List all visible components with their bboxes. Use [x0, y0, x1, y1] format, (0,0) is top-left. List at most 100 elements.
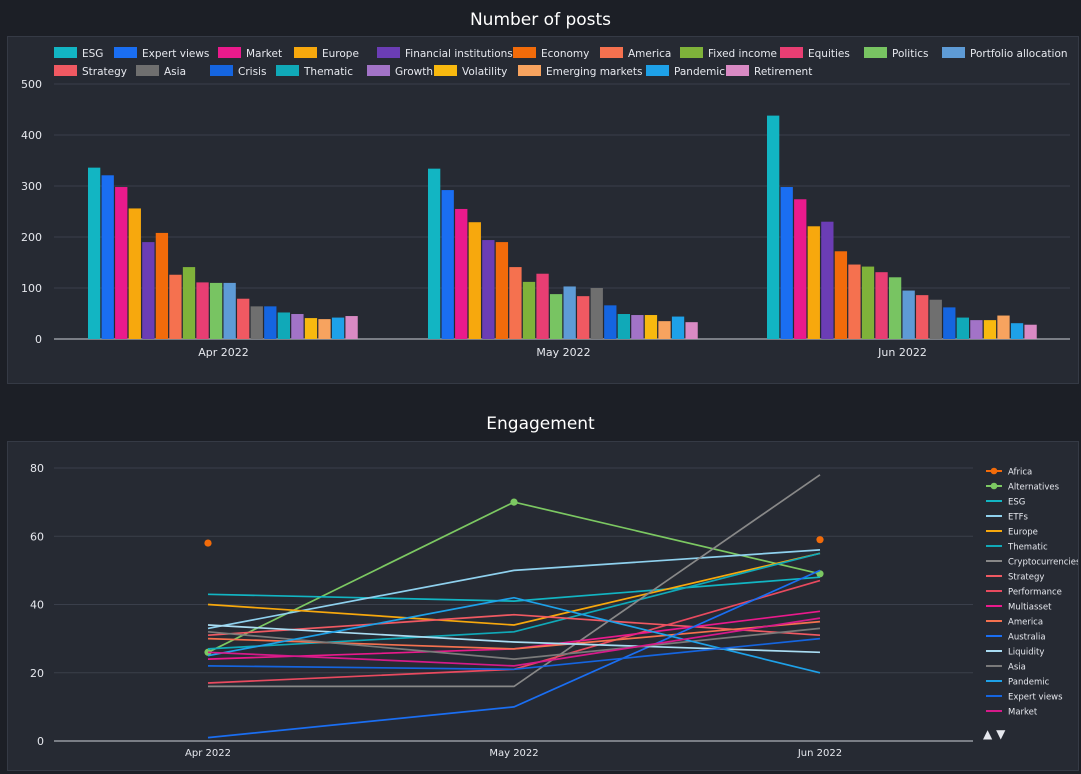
- legend-label: Africa: [1008, 468, 1032, 478]
- bar: [916, 295, 929, 339]
- legend-label: America: [1008, 618, 1043, 628]
- legend-label: Europe: [322, 48, 359, 60]
- bar: [182, 267, 196, 339]
- posts-chart-title: Number of posts: [469, 10, 612, 30]
- series-line: [207, 549, 821, 630]
- bar: [536, 273, 549, 339]
- bar: [617, 314, 630, 339]
- y-tick-label: 40: [30, 599, 44, 612]
- legend-label: Asia: [1008, 663, 1026, 673]
- bar: [264, 306, 277, 339]
- series-point: [204, 648, 212, 656]
- bar: [685, 322, 698, 339]
- bar: [318, 319, 331, 339]
- series-point: [816, 536, 824, 544]
- y-tick-label: 500: [21, 78, 42, 91]
- legend-label: Expert views: [1008, 693, 1063, 703]
- series-line: [207, 620, 821, 650]
- bar: [834, 251, 848, 339]
- bar: [929, 299, 942, 339]
- bar: [482, 240, 495, 339]
- posts-chart-panel: 0 100 200 300 400 500 ESG Expert views Market Eur…: [7, 36, 1079, 384]
- bar: [277, 312, 290, 339]
- legend-label: Financial institutions: [405, 48, 513, 60]
- bar: [821, 221, 834, 339]
- legend-swatch: [864, 47, 887, 58]
- series-line: [207, 637, 821, 671]
- legend-swatch: [518, 65, 541, 76]
- bar: [807, 226, 820, 339]
- bar: [902, 290, 915, 339]
- legend-swatch: [114, 47, 137, 58]
- legend-label: Thematic: [303, 66, 353, 78]
- legend-label: Cryptocurrencies: [1008, 558, 1078, 568]
- legend-label: Thematic: [1007, 543, 1048, 553]
- legend-label: Alternatives: [1008, 483, 1060, 493]
- bar: [848, 264, 861, 339]
- legend-page-down-icon[interactable]: ▼: [996, 727, 1006, 741]
- bar: [331, 317, 345, 339]
- bar: [209, 282, 223, 339]
- bar: [237, 298, 250, 339]
- series-line: [207, 613, 821, 637]
- legend-label: Australia: [1008, 633, 1046, 643]
- legend-swatch: [54, 47, 77, 58]
- series-line: [208, 474, 821, 688]
- legend-label: Politics: [892, 48, 929, 60]
- series-line: [207, 617, 821, 667]
- y-tick-label: 60: [30, 530, 44, 543]
- legend-label: Retirement: [754, 66, 812, 78]
- legend-label: Europe: [1008, 528, 1038, 538]
- bar: [658, 321, 671, 339]
- bar: [997, 315, 1010, 339]
- bar: [1010, 323, 1024, 339]
- engagement-chart-panel: 0 20 40 60 80 Apr 2022 May 2022 Jun 2022 Africa A…: [7, 441, 1081, 771]
- series-line: [207, 552, 821, 626]
- legend-swatch: [377, 47, 400, 58]
- bar: [128, 208, 141, 339]
- legend-swatch: [780, 47, 803, 58]
- posts-bar-chart: 0 100 200 300 400 500 ESG Expert views Market Eur…: [21, 47, 1070, 359]
- series-point: [204, 539, 212, 547]
- legend-label: Fixed income: [708, 48, 777, 60]
- bar: [495, 242, 509, 339]
- bar: [983, 320, 997, 339]
- series-line: [207, 596, 821, 674]
- bar: [223, 282, 236, 339]
- legend-swatch: [513, 47, 536, 58]
- y-tick-label: 400: [21, 129, 42, 142]
- legend-pager: ▲ ▼: [983, 727, 1005, 741]
- legend-label: ESG: [82, 48, 103, 60]
- bar: [970, 320, 983, 339]
- bar: [509, 267, 522, 339]
- legend-label: America: [628, 48, 671, 60]
- bar: [1024, 324, 1037, 339]
- legend-label: ETFs: [1008, 513, 1028, 523]
- bar: [250, 306, 263, 339]
- bar: [101, 175, 114, 339]
- y-tick-label: 0: [37, 735, 44, 748]
- bar: [468, 222, 481, 339]
- bar: [956, 317, 969, 339]
- x-tick-label: Jun 2022: [797, 748, 842, 759]
- x-tick-label: Apr 2022: [198, 346, 249, 359]
- legend-swatch: [276, 65, 299, 76]
- legend-swatch: [367, 65, 390, 76]
- legend-label: Expert views: [142, 48, 209, 60]
- series-line: [207, 576, 821, 602]
- legend-label: Volatility: [462, 66, 507, 78]
- y-tick-label: 20: [30, 667, 44, 680]
- bar: [169, 274, 182, 339]
- bar: [345, 316, 358, 339]
- bar: [577, 296, 590, 339]
- y-tick-label: 200: [21, 231, 42, 244]
- legend-label: Pandemic: [674, 66, 725, 78]
- legend-label: Portfolio allocation: [970, 48, 1068, 60]
- legend-page-up-icon[interactable]: ▲: [983, 727, 993, 741]
- y-tick-label: 80: [30, 462, 44, 475]
- legend-swatch: [434, 65, 457, 76]
- x-tick-label: May 2022: [489, 748, 538, 759]
- bar: [142, 242, 155, 339]
- bar: [767, 115, 780, 340]
- legend-label: ESG: [1008, 498, 1025, 508]
